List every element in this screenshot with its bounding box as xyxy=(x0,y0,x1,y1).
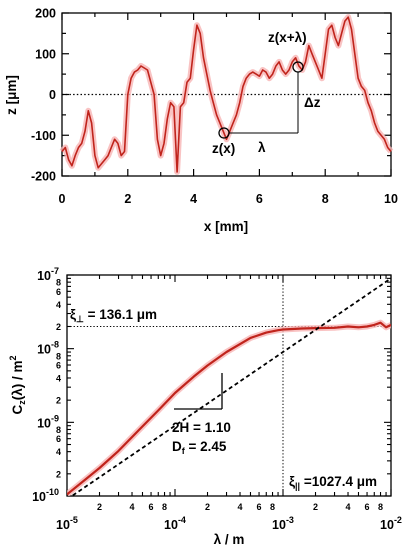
y-minor-tick-label: 8 xyxy=(56,278,61,288)
bottom-tick-labels: 2 4 6 8 2 4 6 8 2 4 6 810-5 10-4 10-3 10-2246824682468… xyxy=(32,266,402,532)
y-minor-tick-label: 2 xyxy=(56,396,61,406)
y-minor-tick-label: 4 xyxy=(56,447,61,457)
annotation-zx-lambda: z(x+λ) xyxy=(268,30,307,45)
profile-line xyxy=(61,16,392,173)
bottom-chart: 2 4 6 8 2 4 6 8 2 4 6 810-5 10-4 10-3 10-2246824682468… xyxy=(8,266,402,547)
x-minor-tick-label: 2 xyxy=(313,502,318,512)
annotation-zx: z(x) xyxy=(212,141,235,156)
top-ticks xyxy=(61,12,392,177)
y-minor-tick-label: 6 xyxy=(56,434,61,444)
top-y-axis-label: z [μm] xyxy=(4,75,19,115)
y-minor-tick-label: 6 xyxy=(56,361,61,371)
y-minor-tick-label: 4 xyxy=(56,300,61,310)
power-law-fit-line xyxy=(70,277,391,496)
x-tick-label: 2 xyxy=(124,192,131,206)
x-minor-tick-label: 4 xyxy=(346,502,351,512)
y-minor-tick-label: 8 xyxy=(56,425,61,435)
annotation-xi-parallel: ξ|| =1027.4 μm xyxy=(289,474,377,491)
correlation-line xyxy=(67,321,391,496)
y-minor-tick-label: 8 xyxy=(56,351,61,361)
x-minor-tick-label: 4 xyxy=(130,502,135,512)
y-minor-tick-label: 2 xyxy=(56,322,61,332)
y-tick-label: 0 xyxy=(49,88,56,102)
x-minor-tick-label: 8 xyxy=(162,502,167,512)
top-tick-labels: 0 2 4 6 8 10 200 100 0 -100 -200 xyxy=(31,7,398,207)
x-minor-tick-label: 6 xyxy=(149,502,154,512)
annotation-lambda: λ xyxy=(258,140,266,155)
x-minor-tick-label: 6 xyxy=(365,502,370,512)
annotation-xi-perp: ξ⊥ = 136.1 μm xyxy=(70,307,157,324)
y-tick-label: 100 xyxy=(35,47,56,61)
correlation-halo xyxy=(67,319,391,496)
annotation-fractal-dimension: Df = 2.45 xyxy=(172,439,227,456)
bottom-y-axis-label: Cz(λ) / m2 xyxy=(8,355,27,414)
x-major-tick-label: 10-5 xyxy=(56,515,78,532)
x-tick-label: 10 xyxy=(384,192,398,206)
y-minor-tick-label: 2 xyxy=(56,469,61,479)
y-tick-label: -100 xyxy=(31,129,56,143)
y-minor-tick-label: 6 xyxy=(56,287,61,297)
annotation-delta-z: Δz xyxy=(304,95,321,110)
x-major-tick-label: 10-4 xyxy=(164,515,186,532)
annotation-two-h: 2H = 1.10 xyxy=(172,420,231,435)
x-major-tick-label: 10-3 xyxy=(272,515,294,532)
x-major-tick-label: 10-2 xyxy=(380,515,402,532)
y-major-tick-label: 10-9 xyxy=(37,413,59,430)
x-minor-tick-label: 6 xyxy=(257,502,262,512)
x-minor-tick-label: 2 xyxy=(205,502,210,512)
top-x-axis-label: x [mm] xyxy=(204,219,248,234)
x-minor-tick-label: 8 xyxy=(270,502,275,512)
bottom-x-axis-label: λ / m xyxy=(214,532,245,547)
x-tick-label: 8 xyxy=(322,192,329,206)
y-tick-label: -200 xyxy=(31,170,56,184)
x-tick-label: 4 xyxy=(190,192,197,206)
x-minor-tick-label: 8 xyxy=(378,502,383,512)
bottom-ticks xyxy=(66,274,392,497)
y-tick-label: 200 xyxy=(35,7,56,21)
y-major-tick-label: 10-8 xyxy=(37,340,59,357)
bottom-plot-frame xyxy=(66,274,392,497)
y-major-tick-label: 10-10 xyxy=(32,487,59,504)
x-minor-tick-label: 4 xyxy=(238,502,243,512)
y-major-tick-label: 10-7 xyxy=(37,266,59,283)
y-minor-tick-label: 4 xyxy=(56,373,61,383)
x-tick-label: 6 xyxy=(256,192,263,206)
x-minor-tick-label: 2 xyxy=(97,502,102,512)
x-tick-label: 0 xyxy=(59,192,66,206)
